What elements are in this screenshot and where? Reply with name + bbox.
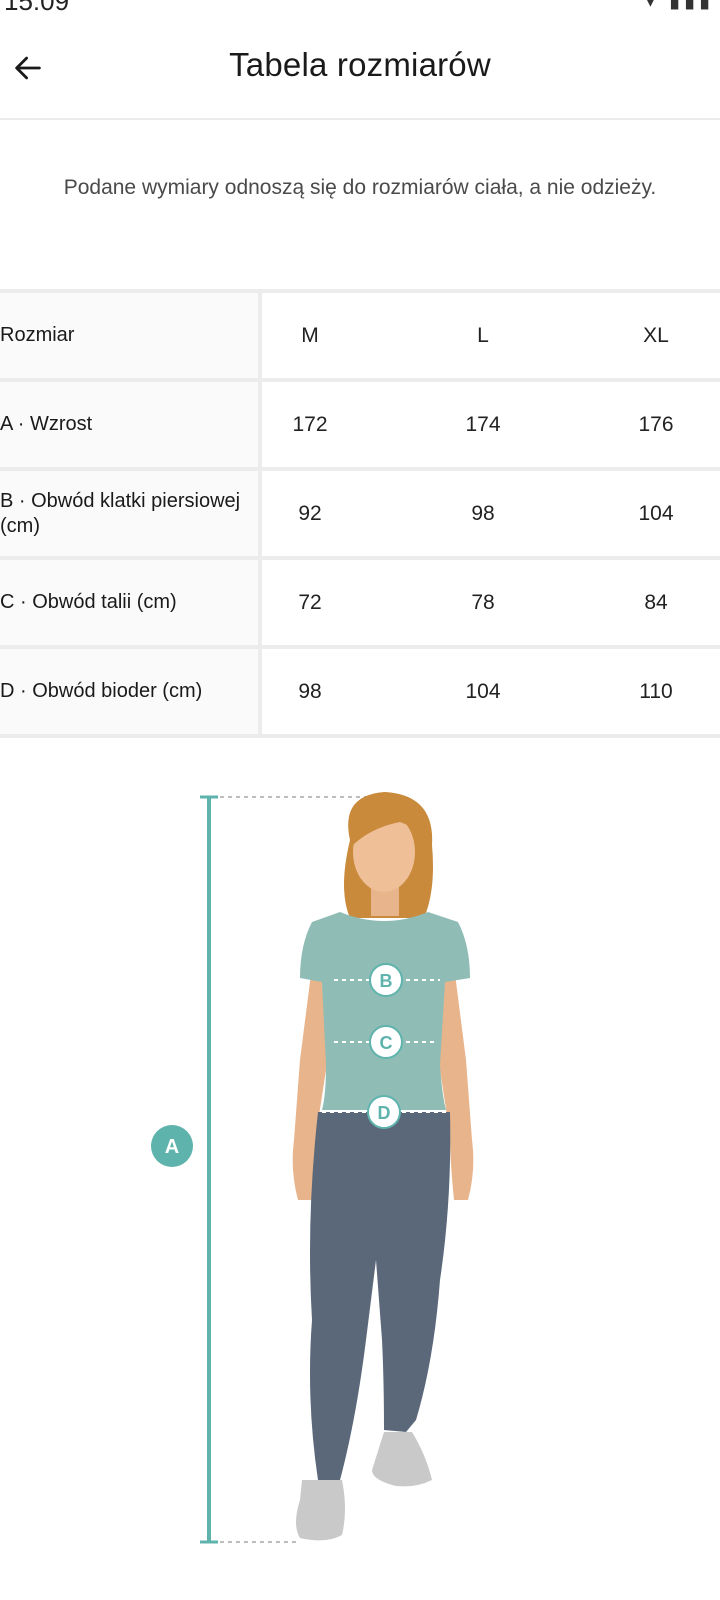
back-button[interactable]	[0, 46, 56, 90]
marker-a-label: A	[165, 1136, 179, 1158]
marker-d-label: D	[378, 1103, 391, 1123]
size-note: Podane wymiary odnoszą się do rozmiarów …	[63, 176, 657, 199]
figure-body	[292, 792, 474, 1541]
table-cell: 174	[465, 412, 501, 436]
height-line	[200, 795, 370, 1544]
table-cell: 110	[639, 679, 673, 703]
table-cell: 172	[292, 412, 328, 436]
table-cell: 104	[465, 679, 501, 703]
marker-b-label: B	[380, 971, 393, 991]
size-m: M	[301, 323, 319, 347]
header: Tabela rozmiarów	[0, 20, 720, 120]
table-row: B · Obwód klatki piersiowej (cm) 92 98 1…	[0, 471, 720, 560]
body-illustration: A B C D	[151, 792, 474, 1544]
size-xl: XL	[643, 323, 669, 347]
marker-c: C	[369, 1025, 403, 1059]
page-title: Tabela rozmiarów	[229, 46, 491, 83]
table-row: C · Obwód talii (cm) 72 78 84	[0, 560, 720, 649]
header-label: Rozmiar	[0, 293, 262, 378]
marker-b: B	[369, 963, 403, 997]
marker-d: D	[367, 1095, 401, 1129]
marker-a: A	[151, 1125, 193, 1167]
table-cell: 72	[298, 590, 322, 614]
arrow-left-icon	[15, 56, 41, 80]
table-cell: 176	[638, 412, 674, 436]
row-label: D · Obwód bioder (cm)	[0, 649, 262, 734]
status-bar: 15:09 ▾ ▮▮▮	[0, 0, 720, 14]
table-header-row: Rozmiar M L XL	[0, 293, 720, 382]
table-row: D · Obwód bioder (cm) 98 104 110	[0, 649, 720, 738]
table-cell: 98	[471, 501, 495, 525]
table-cell: 78	[471, 590, 495, 614]
table-cell: 98	[298, 679, 322, 703]
size-l: L	[477, 323, 489, 347]
row-label: C · Obwód talii (cm)	[0, 560, 262, 645]
table-cell: 104	[638, 501, 674, 525]
table-cell: 92	[298, 501, 322, 525]
signal-battery-icons: ▾ ▮▮▮	[645, 0, 714, 12]
row-label: A · Wzrost	[0, 382, 262, 467]
table-cell: 84	[644, 590, 668, 614]
table-row: A · Wzrost 172 174 176	[0, 382, 720, 471]
measurement-figure: A B C D	[0, 780, 720, 1580]
marker-c-label: C	[380, 1033, 393, 1053]
row-label: B · Obwód klatki piersiowej (cm)	[0, 471, 262, 556]
size-table: Rozmiar M L XL A · Wzrost 172 174 176 B …	[0, 289, 720, 738]
status-time: 15:09	[4, 0, 69, 14]
